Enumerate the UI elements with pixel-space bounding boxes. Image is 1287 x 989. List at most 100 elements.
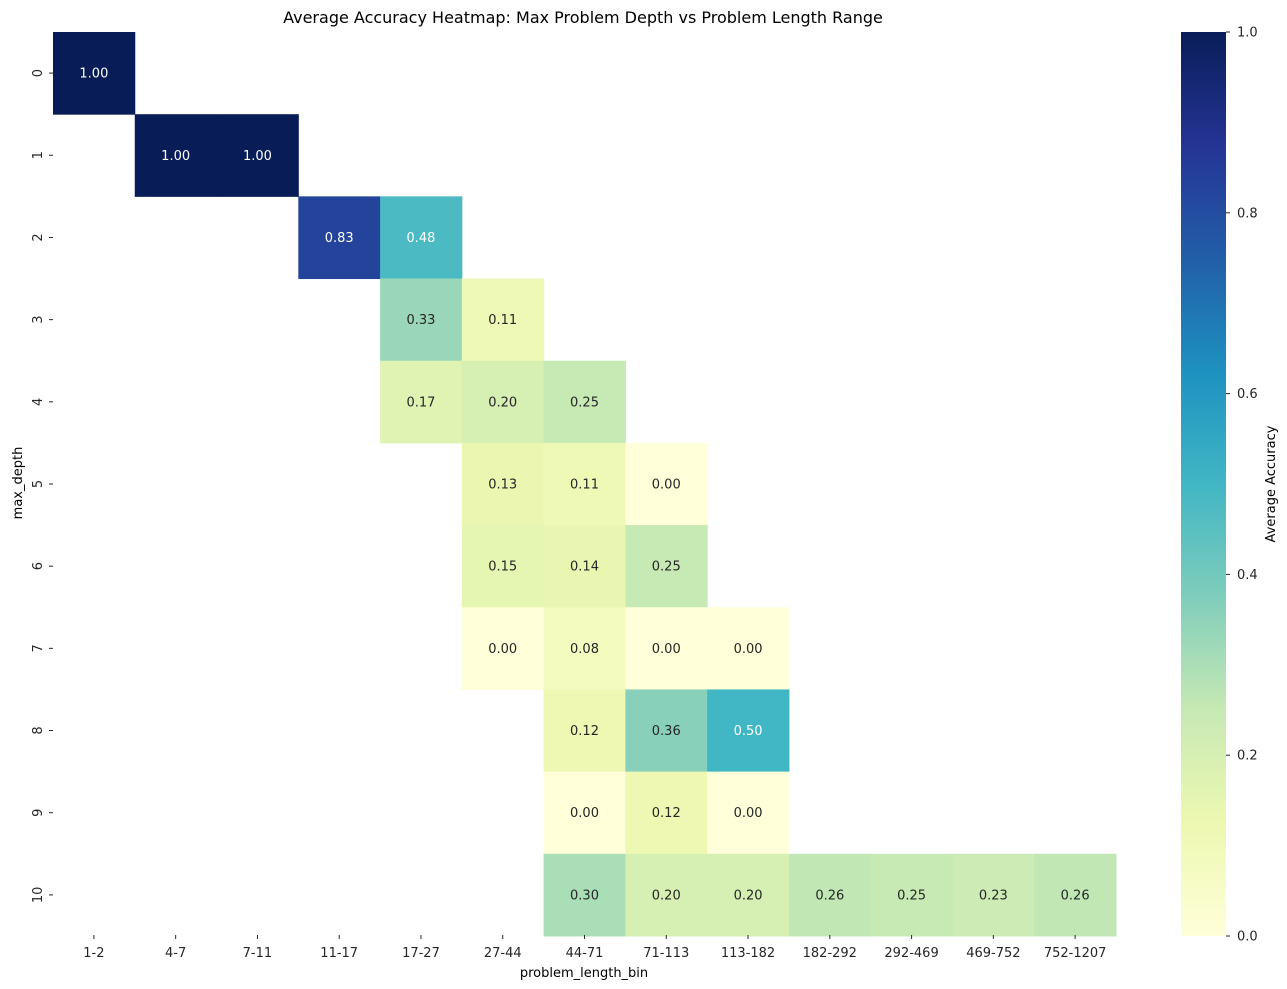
cell-value-label: 0.13 [488,477,517,492]
y-tick-label: 4 [31,398,46,406]
cell-value-label: 0.11 [570,477,599,492]
y-tick-label: 1 [31,151,46,159]
x-axis-label: problem_length_bin [520,966,648,981]
x-tick-label: 469-752 [966,946,1020,961]
y-tick-label: 10 [31,887,46,904]
x-tick-label: 71-113 [643,946,689,961]
heatmap-cell [380,196,463,280]
x-tick-label: 292-469 [884,946,938,961]
cell-value-label: 0.48 [406,231,435,246]
heatmap-cell [543,853,626,937]
y-tick-label: 7 [31,644,46,652]
heatmap-cell [707,853,790,937]
y-axis-label: max_depth [11,447,26,520]
cell-value-label: 0.17 [406,395,435,410]
cell-value-label: 0.11 [488,313,517,328]
cell-value-label: 0.20 [652,888,681,903]
colorbar-tick-label: 0.2 [1237,749,1258,764]
x-tick-label: 44-71 [566,946,604,961]
x-tick-label: 1-2 [83,946,104,961]
colorbar-tick-label: 0.6 [1237,387,1258,402]
cell-value-label: 0.12 [652,806,681,821]
y-axis-ticks: 0 1 2 3 4 5 6 7 8 9 10 [31,69,53,903]
x-tick-label: 27-44 [484,946,522,961]
y-tick-label: 2 [31,233,46,241]
heatmap-cell [134,114,218,197]
heatmap-cell [788,853,872,937]
x-axis-ticks: 1-2 4-7 7-11 11-17 17-27 27-44 44-71 71-113 113-… [83,935,1106,961]
cell-value-label: 0.15 [488,560,517,575]
cell-value-label: 0.33 [406,313,435,328]
chart-title: Average Accuracy Heatmap: Max Problem De… [283,8,883,27]
heatmap-cell [543,525,626,608]
heatmap-cell [461,278,545,362]
y-tick-label: 5 [31,480,46,488]
x-tick-label: 182-292 [803,946,857,961]
colorbar-gradient [1181,32,1226,936]
colorbar-tick-label: 1.0 [1237,26,1258,41]
colorbar-label: Average Accuracy [1264,425,1279,542]
cell-value-label: 0.08 [570,642,599,657]
colorbar-tick-label: 0.8 [1237,206,1258,221]
cell-value-label: 0.00 [488,642,517,657]
y-tick-label: 3 [31,315,46,323]
cell-value-label: 0.14 [570,560,599,575]
cell-value-label: 0.25 [652,560,681,575]
heatmap-cell [625,525,708,608]
cell-value-label: 0.83 [325,231,354,246]
cell-value-label: 1.00 [79,67,108,82]
heatmap-cell [380,360,463,444]
colorbar-tick-label: 0.4 [1237,568,1258,583]
x-tick-label: 113-182 [721,946,775,961]
cell-value-label: 0.00 [734,806,763,821]
heatmap-cell [216,114,299,197]
heatmap-cell [707,771,790,855]
y-tick-label: 9 [31,809,46,817]
cell-value-label: 0.23 [979,888,1008,903]
x-tick-label: 752-1207 [1044,946,1107,961]
cell-value-label: 0.26 [815,888,844,903]
heatmap-cell [625,442,708,526]
heatmap-cells: 1.00 1.00 1.00 0.83 0.48 0.33 0.11 0.17 0.20 0.25… [53,32,1117,937]
cell-value-label: 0.30 [570,888,599,903]
heatmap-cell [625,853,708,937]
heatmap-cell [53,32,136,115]
heatmap-cell [461,442,545,526]
heatmap-cell [543,442,626,526]
y-tick-label: 8 [31,726,46,734]
cell-value-label: 0.26 [1061,888,1090,903]
cell-value-label: 0.36 [652,724,681,739]
heatmap-cell [625,607,708,690]
cell-value-label: 0.00 [652,642,681,657]
heatmap-cell [298,196,381,280]
heatmap-cell [543,360,626,444]
colorbar-ticks: 0.0 0.2 0.4 0.6 0.8 1.0 [1226,26,1258,945]
heatmap-cell [461,607,545,690]
colorbar-tick-label: 0.0 [1237,930,1258,945]
heatmap-cell [625,771,708,855]
heatmap-cell [1034,853,1117,937]
heatmap-cell [543,689,626,773]
heatmap-cell [461,525,545,608]
y-tick-label: 6 [31,562,46,570]
cell-value-label: 0.25 [897,888,926,903]
cell-value-label: 0.25 [570,395,599,410]
y-tick-label: 0 [31,69,46,77]
heatmap-cell [380,278,463,362]
cell-value-label: 0.00 [652,477,681,492]
cell-value-label: 0.00 [734,642,763,657]
x-tick-label: 7-11 [243,946,273,961]
heatmap-cell [952,853,1035,937]
cell-value-label: 1.00 [161,149,190,164]
heatmap-cell [543,771,626,855]
heatmap-cell [707,607,790,690]
heatmap-cell [870,853,953,937]
x-tick-label: 17-27 [402,946,440,961]
x-tick-label: 11-17 [320,946,358,961]
cell-value-label: 0.20 [488,395,517,410]
colorbar: 0.0 0.2 0.4 0.6 0.8 1.0 Average Accuracy [1181,26,1279,945]
cell-value-label: 1.00 [243,149,272,164]
heatmap-cell [707,689,790,773]
heatmap-cell [543,607,626,690]
